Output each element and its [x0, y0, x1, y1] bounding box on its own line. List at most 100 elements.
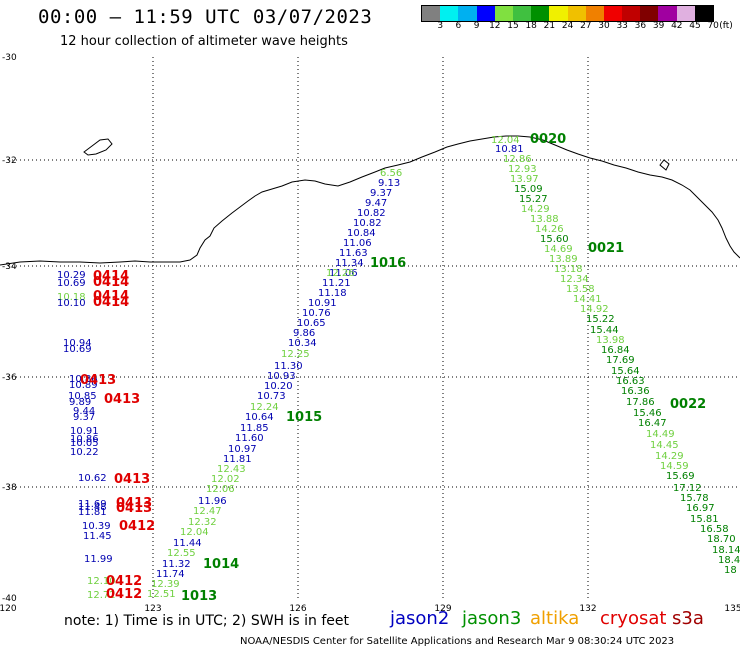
swh-value: 12.72 — [87, 590, 116, 601]
swh-value: 16.58 — [700, 524, 729, 535]
swh-value: 10.10 — [57, 298, 86, 309]
swh-value: 10.29 — [57, 270, 86, 281]
swh-value: 12.51 — [147, 589, 176, 600]
scale-swatch — [476, 6, 495, 21]
x-tick-label: 126 — [289, 604, 306, 614]
swh-value: 10.69 — [63, 344, 92, 355]
swh-value: 10.39 — [82, 521, 111, 532]
pass-time-label: 0413 — [104, 392, 140, 407]
swh-value: 13.97 — [510, 174, 539, 185]
pass-time-label: 0412 — [106, 587, 142, 602]
swh-value: 6.56 — [380, 168, 402, 179]
swh-value: 12.47 — [193, 506, 222, 517]
swh-value: 15.27 — [519, 194, 548, 205]
y-tick-label: -32 — [2, 156, 17, 166]
scale-unit: (ft) — [719, 21, 733, 31]
legend-altika: altika — [530, 608, 580, 629]
legend-cryosat: cryosat — [600, 608, 667, 629]
swh-value: 15.09 — [514, 184, 543, 195]
swh-value: 11.48 — [78, 502, 107, 513]
page-subtitle: 12 hour collection of altimeter wave hei… — [60, 34, 348, 49]
swh-value: 11.85 — [240, 423, 269, 434]
swh-value: 18.70 — [707, 534, 736, 545]
legend-s3a: s3a — [672, 608, 704, 629]
pass-time-label: 0413 — [116, 496, 152, 511]
pass-time-label: 0414 — [93, 295, 129, 310]
swh-value: 11.32 — [162, 559, 191, 570]
swh-value: 15.22 — [586, 314, 615, 325]
swh-value: 11.63 — [339, 248, 368, 259]
island-coast-east — [659, 159, 670, 171]
swh-value: 16.84 — [601, 345, 630, 356]
swh-value: 16.36 — [621, 386, 650, 397]
scale-label: 39 — [652, 21, 665, 31]
swh-value: 10.89 — [69, 380, 98, 391]
scale-swatch — [640, 6, 659, 21]
swh-value: 16.47 — [638, 418, 667, 429]
scale-label: 24 — [561, 21, 574, 31]
pass-time-label: 0414 — [93, 275, 129, 290]
swh-value: 10.82 — [353, 218, 382, 229]
y-tick-label: -30 — [2, 53, 17, 63]
scale-label: 3 — [437, 21, 444, 31]
swh-value: 11.81 — [78, 507, 107, 518]
pass-time-label: 0412 — [106, 574, 142, 589]
x-tick-label: 135 — [724, 604, 740, 614]
swh-value: 10.86 — [70, 434, 99, 445]
scale-swatch — [658, 6, 677, 21]
legend-jason3: jason3 — [462, 608, 522, 629]
scale-swatch — [531, 6, 550, 21]
swh-value: 9.37 — [73, 412, 95, 423]
swh-value: 14.29 — [521, 204, 550, 215]
scale-label: 12 — [489, 21, 501, 31]
y-tick-label: -34 — [2, 262, 17, 272]
swh-value: 9.37 — [370, 188, 392, 199]
swh-value: 12.25 — [281, 349, 310, 360]
pass-time-label: 0413 — [116, 501, 152, 516]
swh-value: 12.39 — [151, 579, 180, 590]
scale-label: 30 — [598, 21, 610, 31]
legend-jason2: jason2 — [390, 608, 450, 629]
swh-value: 12.06 — [206, 484, 235, 495]
pass-time-label: 1014 — [203, 557, 239, 572]
swh-value: 11.06 — [343, 238, 372, 249]
map-grid: 120 123 126 129 132 135 -30 -32 -34 -36 -38 -40 — [0, 53, 740, 614]
scale-swatch — [567, 6, 586, 21]
swh-value: 14.41 — [573, 294, 602, 305]
swh-value: 11.96 — [198, 496, 227, 507]
swh-value: 13.98 — [596, 335, 625, 346]
scale-label: 36 — [634, 21, 647, 31]
x-tick-label: 129 — [434, 604, 451, 614]
swh-points: 6.569.139.379.4710.8210.8210.8411.0611.6… — [57, 135, 740, 601]
swh-value: 12.93 — [508, 164, 537, 175]
swh-value: 10.91 — [70, 426, 99, 437]
swh-value: 10.91 — [308, 298, 337, 309]
swh-value: 10.73 — [257, 391, 286, 402]
coastline — [0, 135, 740, 266]
swh-value: 10.97 — [228, 444, 257, 455]
scale-swatch — [549, 6, 568, 21]
swh-value: 16.63 — [616, 376, 645, 387]
swh-value: 13.89 — [549, 254, 578, 265]
swh-value: 13.58 — [566, 284, 595, 295]
swh-value: 9.13 — [378, 178, 400, 189]
swh-value: 11.34 — [335, 258, 364, 269]
swh-value: 18.4 — [718, 555, 740, 566]
swh-value: 15.81 — [690, 514, 719, 525]
swh-value: 15.60 — [540, 234, 569, 245]
pass-time-label: 0021 — [588, 241, 624, 256]
swh-value: 12.55 — [167, 548, 196, 559]
scale-label: 6 — [455, 21, 462, 31]
y-tick-label: -36 — [2, 373, 17, 383]
scale-label: 18 — [525, 21, 537, 31]
swh-value: 14.49 — [646, 429, 675, 440]
x-tick-label: 132 — [579, 604, 596, 614]
scale-swatch — [440, 6, 459, 21]
swh-value: 10.65 — [297, 318, 326, 329]
x-tick-label: 120 — [0, 604, 17, 614]
swh-value: 10.69 — [57, 278, 86, 289]
swh-value: 11.06 — [329, 268, 358, 279]
swh-value: 12.10 — [87, 576, 116, 587]
scale-swatch — [585, 6, 604, 21]
